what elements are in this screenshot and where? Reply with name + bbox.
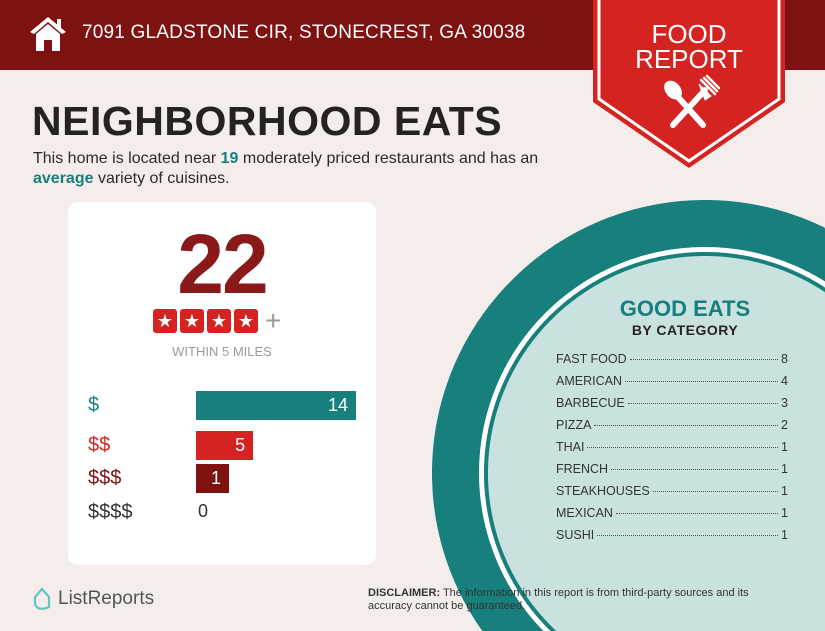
plate-center	[488, 256, 825, 631]
logo-text: ListReports	[58, 588, 155, 609]
disclaimer-text: The information in this report is from t…	[368, 587, 749, 612]
restaurant-count: 19	[220, 150, 239, 167]
property-address: 7091 GLADSTONE CIR, STONECREST, GA 30038	[82, 22, 526, 43]
category-row: STEAKHOUSES 1	[556, 484, 788, 506]
total-restaurants: 22	[177, 217, 268, 311]
listreports-logo: ListReports	[32, 587, 154, 611]
category-count: 3	[781, 396, 788, 410]
star-rating: ★ ★ ★ ★ +	[153, 305, 282, 336]
good-eats-heading: GOOD EATS BY CATEGORY	[560, 296, 810, 338]
price-level-label: $$$$	[88, 500, 133, 523]
desc-text: This home is located near	[33, 150, 221, 167]
disclaimer-label: DISCLAIMER:	[368, 587, 441, 599]
price-level-value: 0	[198, 501, 209, 521]
banner-line-2: REPORT	[635, 44, 743, 74]
desc-text: variety of cuisines.	[93, 170, 230, 187]
leader-dots	[611, 469, 779, 470]
category-row: AMERICAN 4	[556, 374, 788, 396]
star-icon: ★	[207, 309, 231, 333]
price-level-bar: 1	[196, 464, 229, 493]
food-report-label: FOOD REPORT	[593, 19, 785, 74]
disclaimer: DISCLAIMER: The information in this repo…	[368, 587, 788, 613]
leader-dots	[629, 359, 779, 360]
category-count: 1	[781, 462, 788, 476]
home-icon	[30, 17, 66, 51]
leader-dots	[627, 403, 779, 404]
leader-dots	[597, 535, 779, 536]
category-count: 1	[781, 528, 788, 542]
good-eats-subtitle: BY CATEGORY	[631, 322, 739, 338]
price-level-bar: 5	[196, 431, 254, 460]
category-name: THAI	[556, 440, 585, 454]
category-name: MEXICAN	[556, 506, 613, 520]
category-count: 4	[781, 374, 788, 388]
food-report-banner	[593, 0, 785, 168]
star-icon: ★	[234, 309, 258, 333]
category-name: FAST FOOD	[556, 352, 627, 366]
page-title: NEIGHBORHOOD EATS	[32, 98, 503, 144]
category-row: THAI 1	[556, 440, 788, 462]
plus-icon: +	[265, 305, 282, 336]
category-name: BARBECUE	[556, 396, 625, 410]
star-icon: ★	[153, 309, 177, 333]
category-name: SUSHI	[556, 528, 595, 542]
category-name: FRENCH	[556, 462, 609, 476]
category-count: 1	[781, 484, 788, 498]
leader-dots	[594, 425, 779, 426]
leader-dots	[652, 491, 779, 492]
leader-dots	[624, 381, 779, 382]
category-row: MEXICAN 1	[556, 506, 788, 528]
category-row: SUSHI 1	[556, 528, 788, 550]
description: This home is located near 19 moderately …	[33, 149, 593, 189]
category-list: FAST FOOD 8 AMERICAN 4 BARBECUE 3 PIZZA 2 THAI 1 F…	[556, 352, 788, 550]
star-icon: ★	[180, 309, 204, 333]
summary-card: 22 ★ ★ ★ ★ + WITHIN 5 MILES $14 $$ 5 $$$ 1 $$…	[68, 202, 376, 565]
category-name: AMERICAN	[556, 374, 622, 388]
price-level-label: $	[88, 393, 100, 416]
category-count: 2	[781, 418, 788, 432]
price-level-label: $$	[88, 433, 111, 456]
price-level-label: $$$	[88, 466, 122, 489]
category-row: FAST FOOD 8	[556, 352, 788, 374]
category-row: BARBECUE 3	[556, 396, 788, 418]
category-count: 1	[781, 440, 788, 454]
leader-dots	[615, 513, 779, 514]
radius-label: WITHIN 5 MILES	[172, 344, 272, 359]
price-level-bar: 14	[196, 391, 356, 420]
leader-dots	[587, 447, 779, 448]
category-row: PIZZA 2	[556, 418, 788, 440]
category-name: STEAKHOUSES	[556, 484, 650, 498]
banner-line-1: FOOD	[651, 19, 727, 49]
listreports-icon	[33, 587, 51, 610]
category-row: FRENCH 1	[556, 462, 788, 484]
spoon-fork-icon	[664, 74, 721, 128]
good-eats-title: GOOD EATS	[619, 296, 751, 321]
category-count: 1	[781, 506, 788, 520]
desc-text: moderately priced restaurants and has an	[238, 150, 539, 167]
category-name: PIZZA	[556, 418, 592, 432]
category-count: 8	[781, 352, 788, 366]
variety-level: average	[33, 170, 94, 187]
